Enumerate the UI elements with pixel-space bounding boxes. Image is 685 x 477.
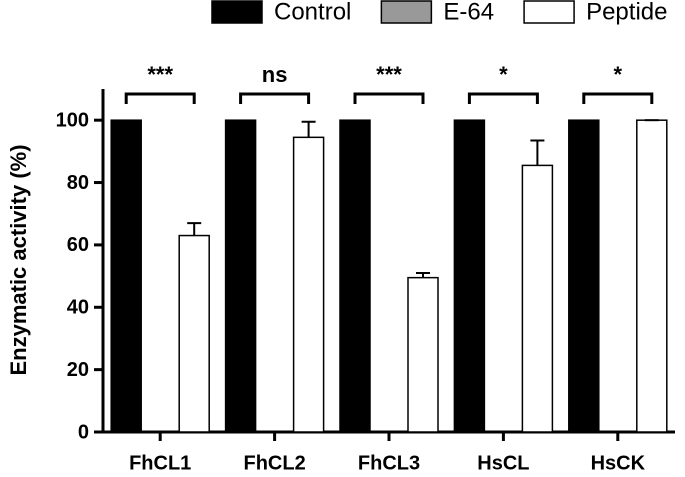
bar: [224, 119, 257, 433]
y-tick-label: 40: [67, 297, 89, 319]
significance-label: ns: [262, 62, 288, 87]
y-tick-label: 60: [67, 234, 89, 256]
x-tick-label: FhCL3: [358, 452, 420, 474]
bar: [521, 164, 554, 433]
x-tick-label: HsCL: [477, 452, 529, 474]
legend-label: Peptide: [586, 0, 667, 25]
bar: [292, 136, 325, 433]
significance-bracket: [467, 92, 539, 104]
error-bar: [416, 271, 430, 278]
bar: [453, 119, 486, 433]
bar: [110, 119, 142, 433]
significance-label: *: [499, 62, 508, 87]
error-bar: [301, 120, 316, 138]
y-tick-label: 0: [78, 421, 89, 443]
x-tick-label: HsCK: [591, 452, 646, 474]
legend-label: E-64: [443, 0, 494, 25]
legend-swatch: [380, 0, 433, 24]
significance-bracket: [124, 92, 196, 104]
y-tick-label: 20: [67, 359, 89, 381]
legend-swatch: [211, 0, 263, 24]
significance-bracket: [353, 92, 425, 104]
bar: [568, 119, 600, 433]
error-bar: [187, 222, 202, 236]
significance-label: ***: [147, 62, 173, 87]
x-tick-label: FhCL2: [243, 452, 305, 474]
bar: [178, 234, 210, 433]
significance-label: ***: [376, 62, 402, 87]
y-tick-label: 100: [56, 109, 89, 131]
bar: [636, 119, 668, 433]
y-tick-label: 80: [67, 172, 89, 194]
error-bar: [530, 139, 545, 166]
bar: [407, 276, 439, 433]
legend-label: Control: [274, 0, 351, 25]
significance-bracket: [239, 92, 311, 104]
significance-label: *: [614, 62, 623, 87]
legend-swatch: [523, 0, 575, 24]
significance-bracket: [582, 92, 654, 104]
bar: [339, 119, 371, 433]
y-axis-label: Enzymatic activity (%): [6, 144, 31, 375]
x-tick-label: FhCL1: [129, 452, 191, 474]
